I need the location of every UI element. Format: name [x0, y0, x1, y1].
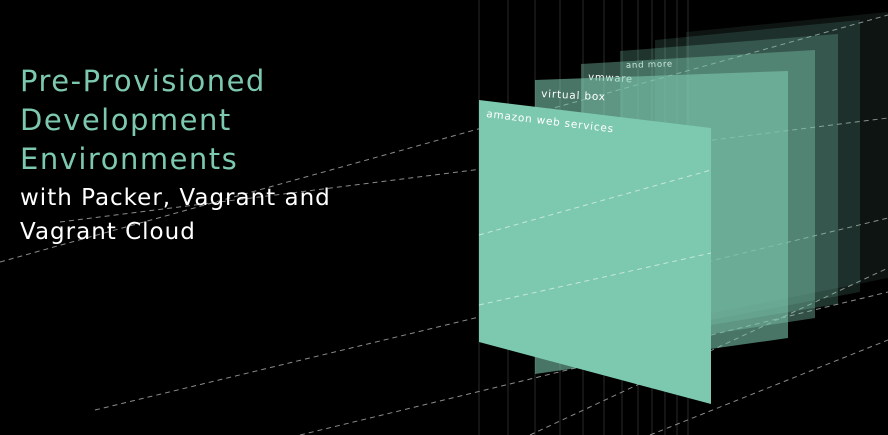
- headline-line-2: Development: [20, 101, 440, 140]
- subheadline-line-1: with Packer, Vagrant and: [20, 181, 440, 215]
- subheadline-line-2: Vagrant Cloud: [20, 215, 440, 249]
- headline-line-1: Pre-Provisioned: [20, 62, 440, 101]
- headline-line-3: Environments: [20, 140, 440, 179]
- panel-amazon-web-services: amazon web services: [479, 100, 711, 404]
- headline: Pre-Provisioned Development Environments…: [20, 62, 440, 249]
